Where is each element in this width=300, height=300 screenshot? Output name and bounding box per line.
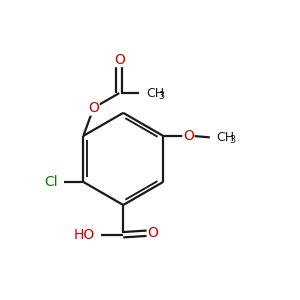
Text: 3: 3 — [158, 91, 165, 101]
Text: HO: HO — [74, 228, 95, 242]
Text: 3: 3 — [229, 135, 235, 145]
Text: CH: CH — [146, 87, 164, 100]
Text: O: O — [88, 101, 99, 115]
Text: O: O — [147, 226, 158, 240]
Text: O: O — [114, 52, 125, 67]
Text: CH: CH — [216, 131, 234, 144]
Text: O: O — [183, 129, 194, 143]
Text: Cl: Cl — [44, 175, 58, 189]
